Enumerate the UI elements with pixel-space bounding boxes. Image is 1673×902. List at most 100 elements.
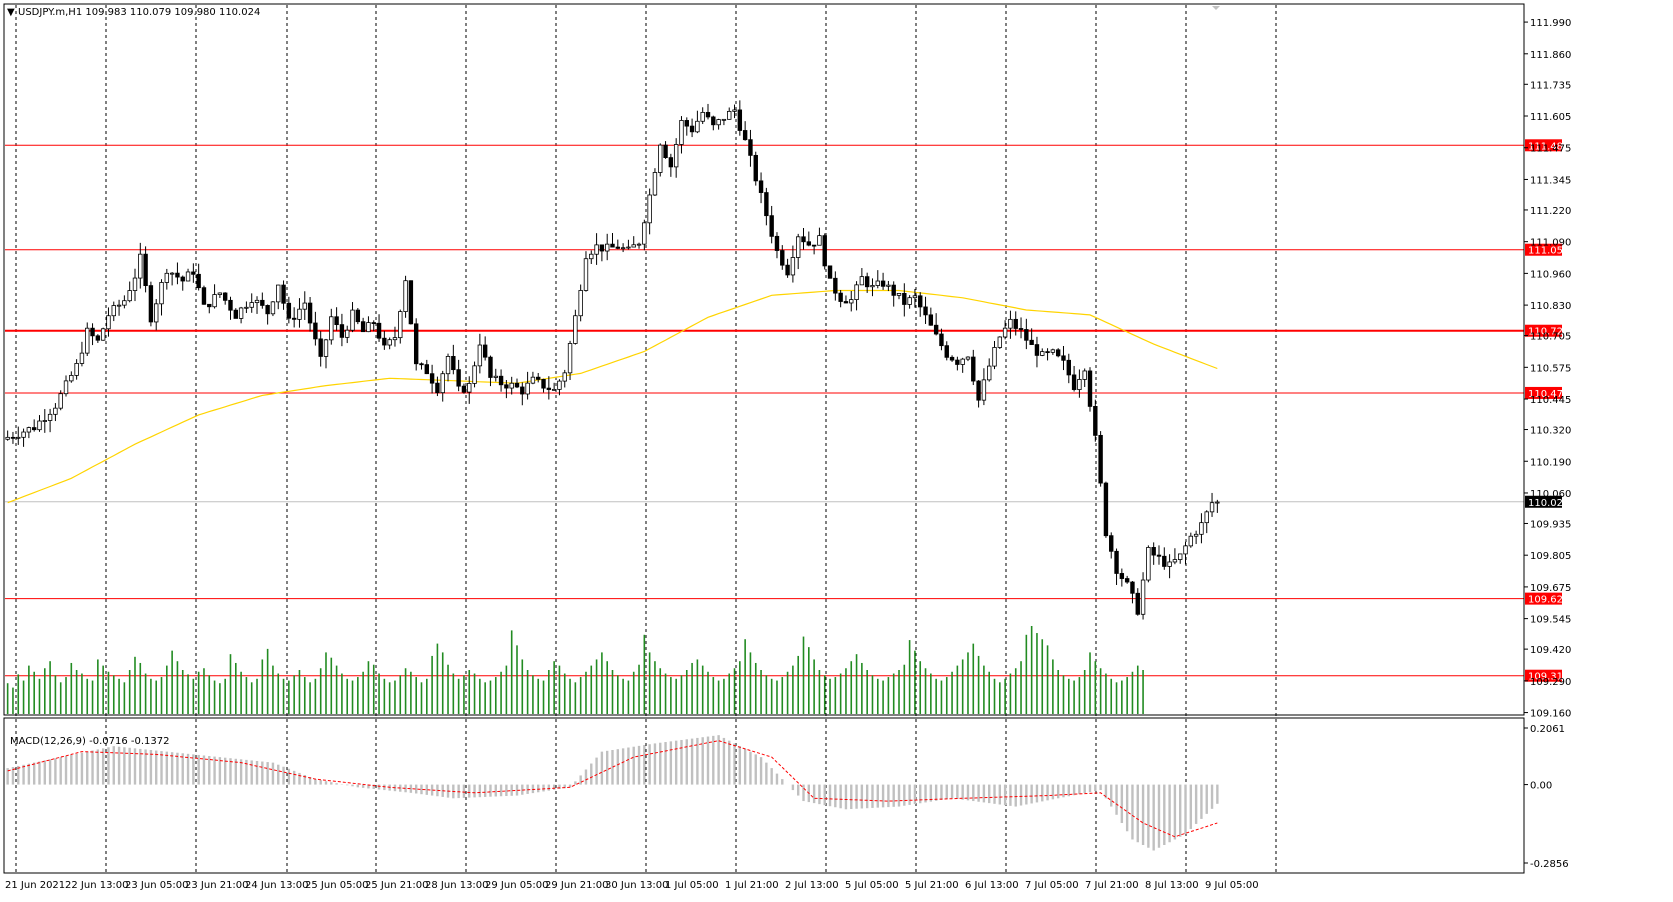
candlestick <box>440 370 445 402</box>
candlestick <box>1178 553 1183 564</box>
candlestick <box>838 290 843 308</box>
candlestick <box>1209 492 1215 517</box>
candlestick <box>116 299 122 316</box>
candlestick <box>291 307 297 328</box>
candlestick <box>207 303 212 314</box>
candlestick <box>42 409 47 433</box>
candlestick <box>679 116 684 154</box>
candlestick <box>658 143 663 177</box>
candlestick <box>456 359 461 392</box>
candlestick <box>424 359 430 375</box>
candlestick <box>1082 368 1087 388</box>
candlestick <box>222 292 228 305</box>
dropdown-triangle-icon[interactable]: ▼ <box>7 7 15 18</box>
time-label: 7 Jul 05:00 <box>1025 880 1079 891</box>
candlestick <box>695 110 700 134</box>
candlestick <box>896 292 902 300</box>
candlestick <box>737 100 743 136</box>
candlestick <box>716 118 721 130</box>
candlestick <box>366 316 371 333</box>
price-level-tag <box>1525 669 1562 682</box>
time-label: 23 Jun 05:00 <box>125 880 189 891</box>
candlestick <box>742 121 748 141</box>
candlestick <box>1172 548 1178 565</box>
time-label: 2 Jul 13:00 <box>785 880 839 891</box>
price-axis: 111.990 111.860 111.735 111.605 111.475 111.3… <box>1524 18 1571 870</box>
candlestick <box>546 376 552 400</box>
candlestick <box>1045 348 1050 361</box>
candlestick <box>615 239 621 250</box>
candlestick <box>902 283 907 317</box>
candlestick <box>817 227 822 246</box>
candlestick <box>1024 318 1029 350</box>
time-label: 1 Jul 05:00 <box>665 880 719 891</box>
macd-signal-line <box>7 740 1218 838</box>
candlestick <box>392 326 398 347</box>
candlestick <box>520 382 525 406</box>
candlestick <box>408 280 414 325</box>
time-label: 8 Jul 13:00 <box>1145 880 1199 891</box>
candlestick <box>573 309 578 345</box>
candlestick <box>1093 399 1098 442</box>
candlestick <box>557 379 562 396</box>
candlestick <box>360 317 366 333</box>
candlestick <box>748 129 753 167</box>
time-label: 25 Jun 05:00 <box>305 880 369 891</box>
candlestick <box>594 233 599 265</box>
candlestick <box>493 368 498 382</box>
candlestick <box>201 285 207 305</box>
candlestick <box>987 358 992 382</box>
candlestick <box>504 380 509 399</box>
candlestick <box>1002 320 1008 340</box>
candlestick <box>1103 481 1109 538</box>
candlestick <box>567 340 573 380</box>
candlestick <box>1071 365 1077 392</box>
candlestick <box>498 369 504 392</box>
candlestick <box>307 296 313 332</box>
candlestick <box>323 338 329 369</box>
candlestick <box>880 272 886 290</box>
price-tick-label: 109.545 <box>1530 615 1571 626</box>
candlestick <box>981 368 987 406</box>
candlestick <box>297 298 302 328</box>
candlestick <box>732 104 737 119</box>
candlestick <box>992 340 997 370</box>
candlestick <box>1135 588 1140 616</box>
candlestick <box>631 236 636 248</box>
candlestick <box>1050 348 1056 355</box>
horizontal-levels: 111.485 111.057 110.725 110.470 109.627 109.3… <box>5 139 1569 683</box>
candlestick <box>976 380 981 408</box>
candlestick <box>254 296 260 314</box>
time-label: 22 Jun 13:00 <box>65 880 129 891</box>
time-label: 5 Jul 21:00 <box>905 880 959 891</box>
candlestick <box>376 314 382 342</box>
candlestick <box>270 301 276 317</box>
candlestick <box>758 172 764 204</box>
candlestick <box>525 371 530 400</box>
candlesticks <box>5 100 1220 620</box>
candlestick <box>53 403 58 422</box>
candlestick <box>106 307 111 337</box>
candlestick <box>785 258 790 278</box>
price-tick-label: 109.420 <box>1530 645 1571 656</box>
price-level-tag <box>1525 324 1562 337</box>
candlestick <box>684 117 689 136</box>
shift-marker-icon[interactable] <box>1212 6 1220 10</box>
candlestick <box>1040 348 1045 357</box>
candlestick <box>154 299 159 331</box>
candlestick <box>47 408 53 433</box>
candlestick <box>445 353 451 382</box>
candlestick <box>461 383 467 394</box>
candlestick <box>111 301 116 322</box>
candlestick <box>159 279 164 316</box>
candlestick <box>589 250 594 264</box>
candlestick <box>912 288 918 308</box>
price-tick-label: 111.735 <box>1530 80 1571 91</box>
candlestick <box>928 307 934 326</box>
macd-tick-label: 0.2061 <box>1530 724 1565 735</box>
candlestick <box>514 378 520 389</box>
candlestick <box>382 330 387 350</box>
